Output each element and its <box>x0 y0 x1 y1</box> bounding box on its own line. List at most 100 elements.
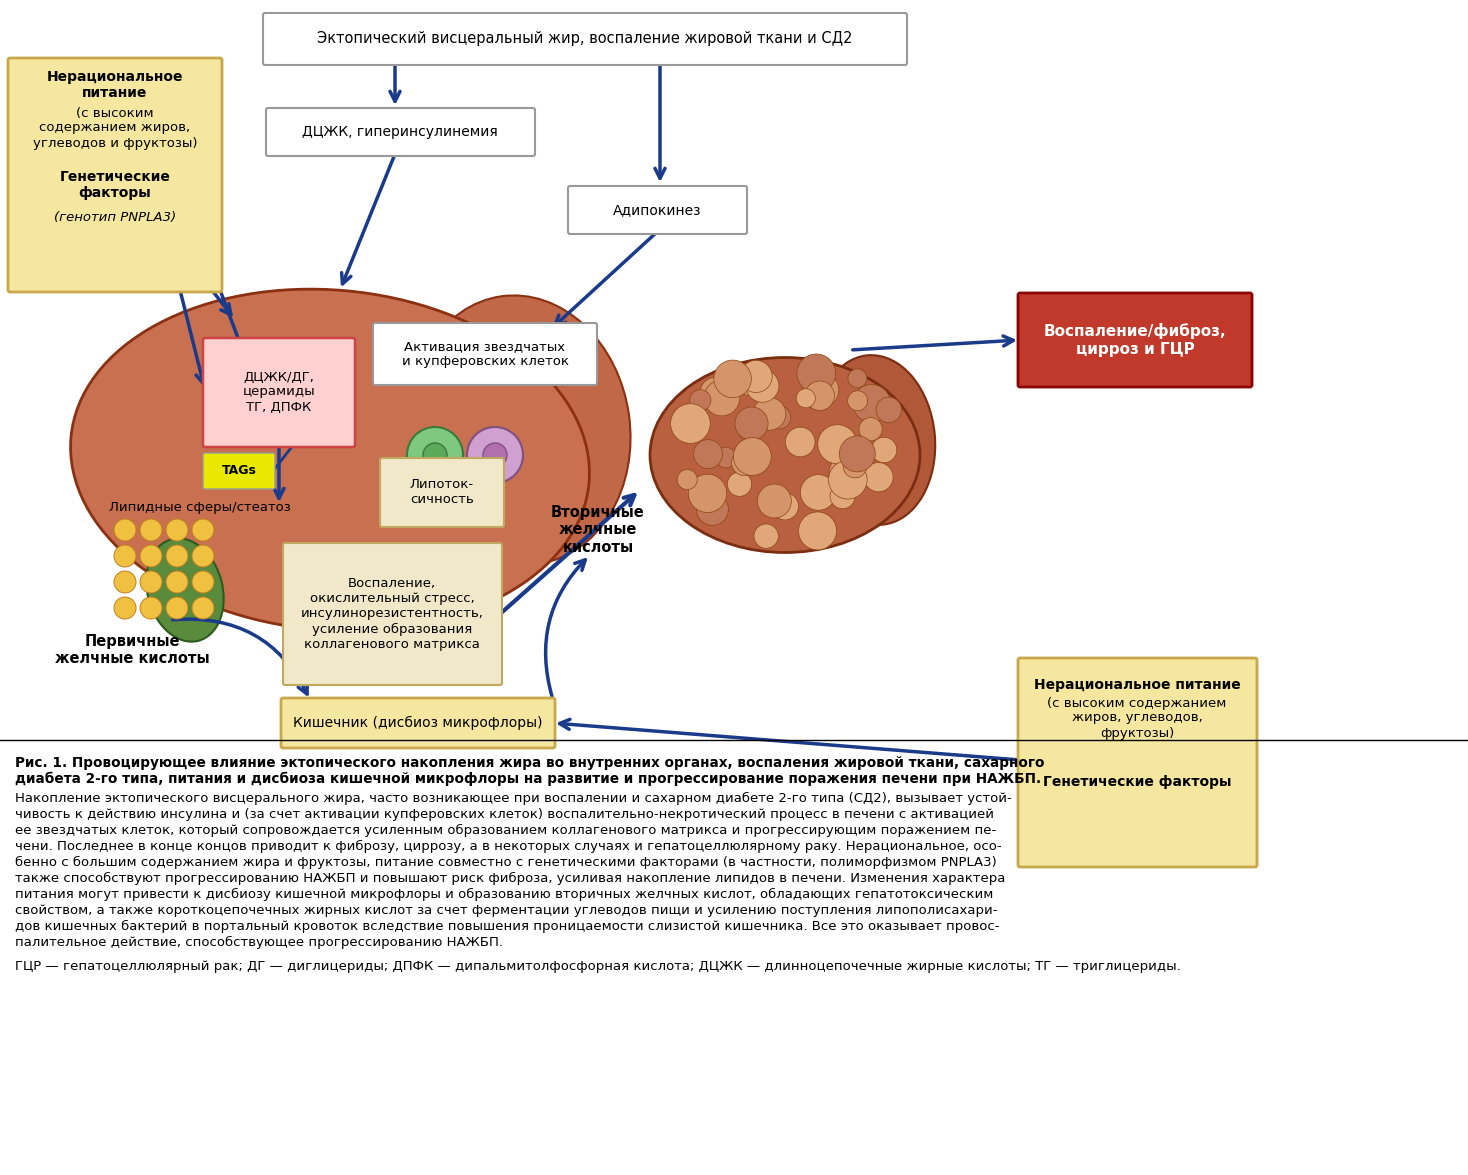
Circle shape <box>713 360 752 397</box>
Circle shape <box>800 475 837 510</box>
Circle shape <box>734 437 771 476</box>
Text: ДЦЖК/ДГ,
церамиды
ТГ, ДПФК: ДЦЖК/ДГ, церамиды ТГ, ДПФК <box>242 370 316 414</box>
Text: ее звездчатых клеток, который сопровождается усиленным образованием коллагеновог: ее звездчатых клеток, который сопровожда… <box>15 824 997 837</box>
Circle shape <box>738 422 756 439</box>
FancyBboxPatch shape <box>266 108 534 156</box>
Circle shape <box>166 545 188 568</box>
FancyBboxPatch shape <box>380 458 504 528</box>
Ellipse shape <box>147 538 223 642</box>
Circle shape <box>746 369 780 402</box>
Text: Липоток-
сичность: Липоток- сичность <box>410 478 474 506</box>
FancyBboxPatch shape <box>1017 658 1257 867</box>
Ellipse shape <box>815 355 935 525</box>
Circle shape <box>735 443 768 475</box>
Text: диабета 2-го типа, питания и дисбиоза кишечной микрофлоры на развитие и прогресс: диабета 2-го типа, питания и дисбиоза ки… <box>15 772 1041 786</box>
Circle shape <box>690 390 711 411</box>
Text: Воспаление,
окислительный стресс,
инсулинорезистентность,
усиление образования
к: Воспаление, окислительный стресс, инсули… <box>301 577 483 651</box>
Circle shape <box>139 571 161 593</box>
Circle shape <box>796 389 815 408</box>
FancyBboxPatch shape <box>263 13 907 65</box>
Text: Накопление эктопического висцерального жира, часто возникающее при воспалении и : Накопление эктопического висцерального ж… <box>15 792 1011 805</box>
Text: Адипокинез: Адипокинез <box>612 203 702 217</box>
Text: (генотип PNPLA3): (генотип PNPLA3) <box>54 212 176 224</box>
Circle shape <box>804 381 834 410</box>
Circle shape <box>768 405 791 429</box>
Text: чени. Последнее в конце концов приводит к фиброзу, циррозу, а в некоторых случая: чени. Последнее в конце концов приводит … <box>15 840 1001 853</box>
Text: палительное действие, способствующее прогрессированию НАЖБП.: палительное действие, способствующее про… <box>15 936 504 949</box>
Text: Генетические
факторы: Генетические факторы <box>60 170 170 200</box>
FancyBboxPatch shape <box>283 543 502 685</box>
Circle shape <box>849 369 866 388</box>
Circle shape <box>785 428 815 457</box>
Circle shape <box>693 439 722 469</box>
Circle shape <box>803 372 838 408</box>
Circle shape <box>799 512 837 550</box>
FancyBboxPatch shape <box>373 323 597 385</box>
FancyArrowPatch shape <box>546 559 586 697</box>
Circle shape <box>872 437 897 463</box>
Text: также способствуют прогрессированию НАЖБП и повышают риск фиброза, усиливая нако: также способствуют прогрессированию НАЖБ… <box>15 872 1006 885</box>
Circle shape <box>192 519 214 540</box>
Text: ДЦЖК, гиперинсулинемия: ДЦЖК, гиперинсулинемия <box>302 125 498 139</box>
Circle shape <box>828 461 868 499</box>
FancyBboxPatch shape <box>568 186 747 234</box>
Text: Воспаление/фиброз,
цирроз и ГЦР: Воспаление/фиброз, цирроз и ГЦР <box>1044 323 1226 357</box>
Text: Нерациональное питание: Нерациональное питание <box>1033 678 1240 692</box>
Circle shape <box>771 492 799 519</box>
Circle shape <box>139 597 161 619</box>
Circle shape <box>467 427 523 483</box>
Text: (с высоким содержанием
жиров, углеводов,
фруктозы): (с высоким содержанием жиров, углеводов,… <box>1047 697 1227 739</box>
Circle shape <box>483 443 506 466</box>
Circle shape <box>166 571 188 593</box>
Circle shape <box>139 519 161 540</box>
Text: питания могут привести к дисбиозу кишечной микрофлоры и образованию вторичных же: питания могут привести к дисбиозу кишечн… <box>15 888 994 901</box>
Text: Активация звездчатых
и купферовских клеток: Активация звездчатых и купферовских клет… <box>402 340 568 368</box>
Circle shape <box>192 571 214 593</box>
Ellipse shape <box>650 357 920 552</box>
Text: TAGs: TAGs <box>222 464 257 477</box>
Circle shape <box>115 519 137 540</box>
Text: (с высоким
содержанием жиров,
углеводов и фруктозы): (с высоким содержанием жиров, углеводов … <box>32 107 197 149</box>
Circle shape <box>847 391 868 411</box>
Circle shape <box>727 472 752 496</box>
Circle shape <box>700 377 733 409</box>
Circle shape <box>115 597 137 619</box>
Circle shape <box>166 519 188 540</box>
Circle shape <box>715 448 737 468</box>
Circle shape <box>192 597 214 619</box>
Circle shape <box>688 475 727 512</box>
Circle shape <box>731 450 757 476</box>
Circle shape <box>737 446 762 472</box>
Text: бенно с большим содержанием жира и фруктозы, питание совместно с генетическими ф: бенно с большим содержанием жира и фрукт… <box>15 857 997 870</box>
Circle shape <box>423 443 446 466</box>
Circle shape <box>677 470 697 490</box>
Text: чивость к действию инсулина и (за счет активации купферовских клеток) воспалител: чивость к действию инсулина и (за счет а… <box>15 808 994 821</box>
FancyBboxPatch shape <box>203 338 355 446</box>
Ellipse shape <box>410 295 631 564</box>
Circle shape <box>735 407 768 441</box>
Circle shape <box>753 397 785 430</box>
FancyBboxPatch shape <box>203 454 275 489</box>
Circle shape <box>407 427 462 483</box>
Circle shape <box>818 424 857 464</box>
Circle shape <box>166 597 188 619</box>
Circle shape <box>829 484 854 509</box>
Text: Липидные сферы/стеатоз: Липидные сферы/стеатоз <box>109 502 291 515</box>
FancyBboxPatch shape <box>280 698 555 748</box>
Circle shape <box>876 397 901 423</box>
Text: Первичные
желчные кислоты: Первичные желчные кислоты <box>54 633 210 666</box>
Circle shape <box>853 384 890 422</box>
Text: ГЦР — гепатоцеллюлярный рак; ДГ — диглицериды; ДПФК — дипальмитолфосфорная кисло: ГЦР — гепатоцеллюлярный рак; ДГ — диглиц… <box>15 960 1180 973</box>
Circle shape <box>740 361 772 392</box>
Circle shape <box>737 370 763 396</box>
Circle shape <box>797 354 835 392</box>
Circle shape <box>859 417 882 441</box>
Circle shape <box>829 454 868 492</box>
Circle shape <box>671 404 711 443</box>
Circle shape <box>139 545 161 568</box>
Circle shape <box>843 455 866 478</box>
Circle shape <box>840 436 875 472</box>
Text: Генетические факторы: Генетические факторы <box>1042 776 1232 788</box>
Circle shape <box>115 545 137 568</box>
FancyBboxPatch shape <box>1017 293 1252 387</box>
